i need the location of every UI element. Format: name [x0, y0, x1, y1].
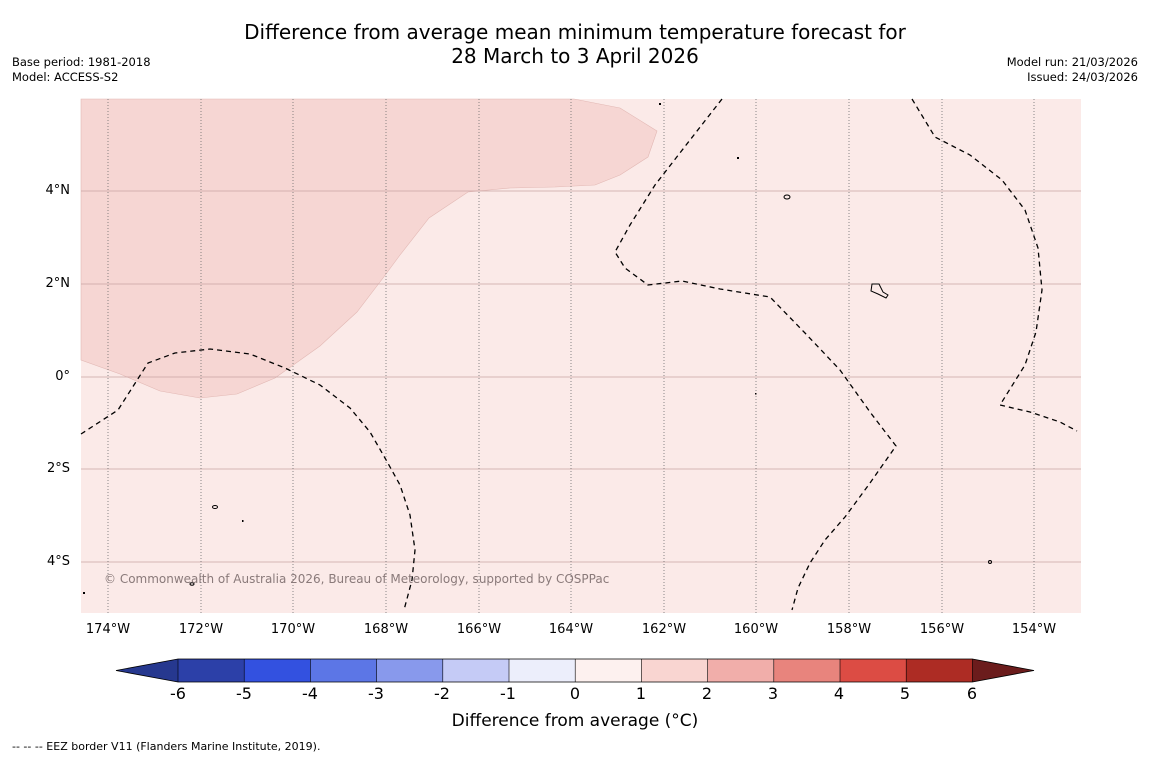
base-period: Base period: 1981-2018 [12, 55, 151, 69]
colorbar-extend-max [972, 659, 1034, 682]
eez-borders [80, 98, 1078, 611]
colorbar-extend-min [116, 659, 178, 682]
colorbar-tick: 3 [767, 684, 779, 703]
lon-label-154w: 154°W [1011, 622, 1057, 637]
lat-label-4s: 4°S [46, 554, 70, 569]
colorbar-tick: 4 [833, 684, 845, 703]
colorbar-tick: -2 [434, 684, 450, 703]
island-small-1 [212, 505, 218, 509]
colorbar-segment [244, 659, 311, 682]
colorbar-segment [641, 659, 709, 682]
lon-label-174w: 174°W [85, 622, 131, 637]
issued-date: Issued: 24/03/2026 [1027, 70, 1138, 84]
colorbar-tick: 2 [701, 684, 713, 703]
lon-label-164w: 164°W [548, 622, 594, 637]
colorbar-tick: 0 [569, 684, 581, 703]
colorbar-tick: 1 [635, 684, 647, 703]
lon-label-172w: 172°W [178, 622, 224, 637]
run-info: Model run: 21/03/2026 Issued: 24/03/2026 [1007, 55, 1138, 85]
lat-label-2n: 2°N [45, 276, 71, 291]
colorbar-segment [178, 659, 245, 682]
island-small-2 [189, 582, 195, 586]
copyright-notice: © Commonwealth of Australia 2026, Bureau… [104, 572, 610, 586]
model-run: Model run: 21/03/2026 [1006, 55, 1138, 69]
lon-label-156w: 156°W [919, 622, 965, 637]
lon-label-162w: 162°W [641, 622, 687, 637]
colorbar-segment [575, 659, 642, 682]
colorbar-tick: -5 [236, 684, 252, 703]
colorbar-segment [840, 659, 907, 682]
colorbar [115, 658, 1035, 683]
islands [189, 194, 992, 586]
eez-border-kiribati-gilberts [80, 348, 416, 611]
island-kiritimati [870, 283, 889, 299]
colorbar-segment [509, 659, 576, 682]
colorbar-title: Difference from average (°C) [451, 711, 699, 731]
lon-label-168w: 168°W [363, 622, 409, 637]
island-small-3 [988, 560, 992, 564]
lat-label-equator: 0° [55, 369, 70, 384]
colorbar-tick: -6 [170, 684, 186, 703]
title-line-2: 28 March to 3 April 2026 [451, 44, 699, 68]
colorbar-segment [906, 659, 973, 682]
lon-label-170w: 170°W [270, 622, 316, 637]
eez-border-kiribati-line [614, 98, 897, 611]
lon-label-160w: 160°W [733, 622, 779, 637]
lat-label-2s: 2°S [46, 461, 70, 476]
eez-footnote: -- -- -- EEZ border V11 (Flanders Marine… [12, 740, 321, 753]
colorbar-segment [442, 659, 510, 682]
islets [83, 103, 757, 594]
lat-label-4n: 4°N [45, 183, 71, 198]
colorbar-tick: -4 [302, 684, 318, 703]
map-title: Difference from average mean minimum tem… [0, 20, 1150, 68]
lon-label-166w: 166°W [456, 622, 502, 637]
colorbar-tick: 5 [899, 684, 911, 703]
model-info: Base period: 1981-2018 Model: ACCESS-S2 [12, 55, 151, 85]
colorbar-tick: 6 [966, 684, 978, 703]
colorbar-segment [707, 659, 775, 682]
island-baker [783, 194, 791, 200]
model-name: Model: ACCESS-S2 [12, 70, 119, 84]
colorbar-tick: -3 [368, 684, 384, 703]
colorbar-tick: -1 [500, 684, 516, 703]
colorbar-segment [376, 659, 444, 682]
title-line-1: Difference from average mean minimum tem… [244, 20, 906, 44]
latitude-gridlines [81, 190, 1081, 563]
anomaly-region-1-2 [80, 98, 658, 399]
colorbar-segment [310, 659, 378, 682]
eez-border-east [911, 98, 1078, 432]
colorbar-segment [773, 659, 841, 682]
lon-label-158w: 158°W [826, 622, 872, 637]
